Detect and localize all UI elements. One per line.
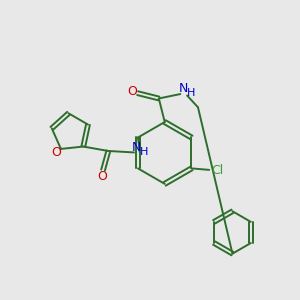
- Text: H: H: [187, 88, 195, 98]
- Text: N: N: [131, 141, 141, 154]
- Text: H: H: [140, 147, 148, 157]
- Text: Cl: Cl: [211, 164, 223, 177]
- Text: O: O: [127, 85, 137, 98]
- Text: O: O: [52, 146, 61, 159]
- Text: N: N: [179, 82, 188, 95]
- Text: O: O: [98, 169, 107, 182]
